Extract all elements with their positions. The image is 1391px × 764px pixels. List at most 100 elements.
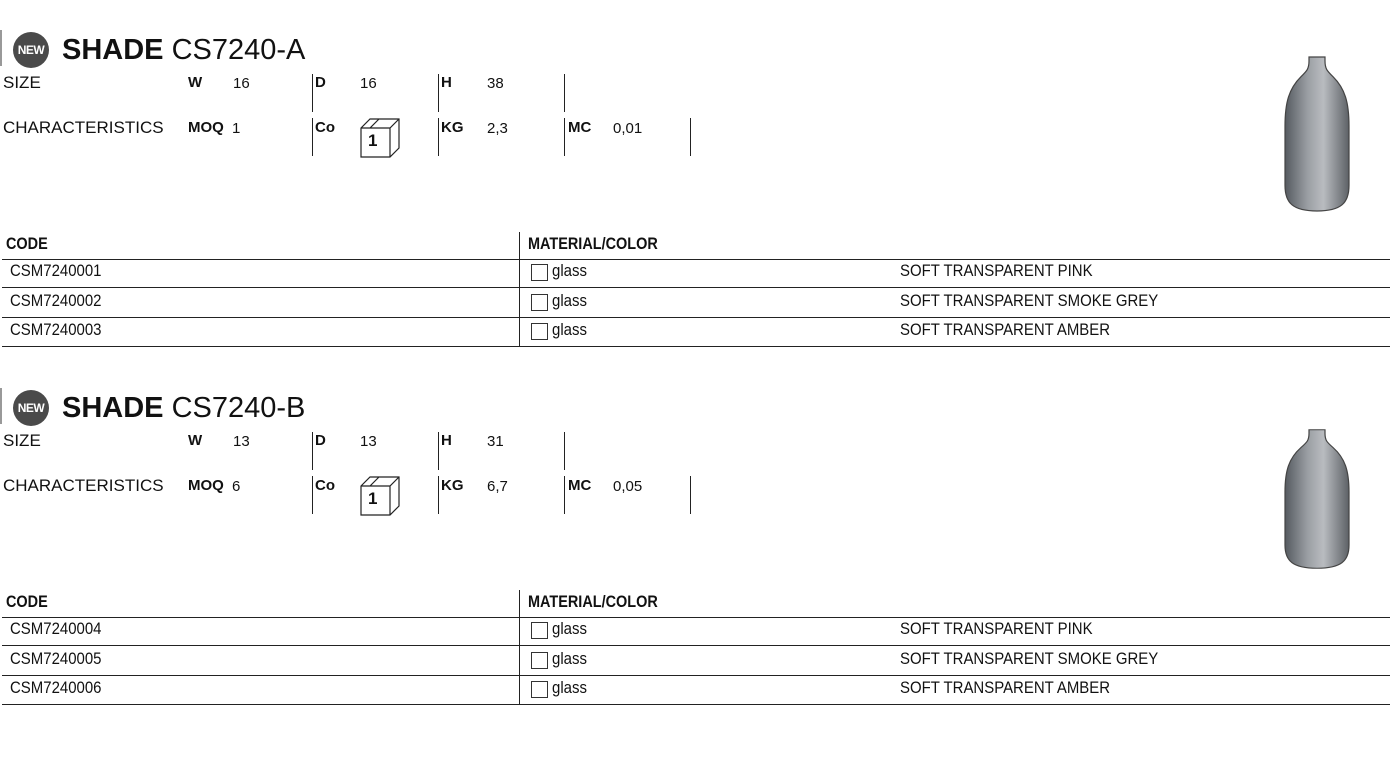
divider <box>690 476 691 514</box>
mc-value: 0,05 <box>613 478 643 495</box>
color-swatch-checkbox <box>531 651 552 672</box>
color-swatch-checkbox <box>531 264 552 284</box>
header-divider <box>2 259 1390 260</box>
colli-value: 1 <box>368 131 378 150</box>
height-value: 31 <box>487 433 504 450</box>
divider <box>438 74 439 112</box>
color-swatch-checkbox <box>531 622 552 642</box>
product-code: CSM7240004 <box>10 619 102 638</box>
moq-value: 6 <box>232 478 241 495</box>
divider <box>564 476 565 514</box>
width-label: W <box>188 74 203 91</box>
product-code: CSM7240005 <box>10 648 102 668</box>
color-swatch-checkbox <box>531 293 552 314</box>
kg-value: 6,7 <box>487 478 508 495</box>
width-value: 13 <box>233 433 250 450</box>
divider <box>438 476 439 514</box>
product-name: SHADE <box>62 392 164 424</box>
carton-box-icon: 1 <box>360 118 400 163</box>
characteristics-label: CHARACTERISTICS <box>3 476 164 495</box>
product-model: CS7240-B <box>171 392 306 424</box>
depth-label: D <box>315 74 326 91</box>
depth-value: 13 <box>360 433 377 450</box>
colli-label: Co <box>315 477 335 494</box>
column-divider <box>519 590 520 704</box>
product-name: SHADE <box>62 34 164 66</box>
color: SOFT TRANSPARENT AMBER <box>900 320 1111 339</box>
size-label: SIZE <box>3 73 41 92</box>
colli-value: 1 <box>368 489 378 508</box>
row-divider <box>2 287 1390 288</box>
product-model: CS7240-A <box>171 34 306 66</box>
color: SOFT TRANSPARENT PINK <box>900 619 1093 638</box>
row-divider <box>2 346 1390 347</box>
code-header: CODE <box>6 592 48 611</box>
product-code: CSM7240006 <box>10 678 102 697</box>
moq-label: MOQ <box>188 477 224 494</box>
table-row: CSM7240002 glass SOFT TRANSPARENT SMOKE … <box>0 290 1391 318</box>
colli-label: Co <box>315 119 335 136</box>
height-label: H <box>441 432 452 449</box>
material: glass <box>552 648 587 668</box>
kg-label: KG <box>441 119 464 136</box>
color: SOFT TRANSPARENT SMOKE GREY <box>900 648 1159 668</box>
divider <box>564 118 565 156</box>
table-row: CSM7240003 glass SOFT TRANSPARENT AMBER <box>0 319 1391 347</box>
kg-label: KG <box>441 477 464 494</box>
divider <box>312 74 313 112</box>
product-image <box>1282 55 1352 218</box>
divider <box>312 476 313 514</box>
product-title: SHADE CS7240-A <box>62 30 305 70</box>
kg-value: 2,3 <box>487 120 508 137</box>
mc-value: 0,01 <box>613 120 643 137</box>
section-marker <box>0 388 2 424</box>
height-label: H <box>441 74 452 91</box>
depth-value: 16 <box>360 75 377 92</box>
new-badge: NEW <box>13 32 49 68</box>
product-section: NEW SHADE CS7240-B SIZE W 13 D 13 H 31 C… <box>0 378 1391 728</box>
product-code: CSM7240001 <box>10 261 102 280</box>
divider <box>312 118 313 156</box>
divider <box>438 118 439 156</box>
color: SOFT TRANSPARENT SMOKE GREY <box>900 290 1159 310</box>
section-marker <box>0 30 2 66</box>
width-label: W <box>188 432 203 449</box>
color: SOFT TRANSPARENT PINK <box>900 261 1093 280</box>
header-divider <box>2 617 1390 618</box>
table-row: CSM7240006 glass SOFT TRANSPARENT AMBER <box>0 677 1391 705</box>
code-header: CODE <box>6 234 48 253</box>
product-title: SHADE CS7240-B <box>62 388 305 428</box>
product-image <box>1282 428 1352 575</box>
color-swatch-checkbox <box>531 681 552 701</box>
material: glass <box>552 290 587 310</box>
divider <box>564 74 565 112</box>
material: glass <box>552 619 587 638</box>
divider <box>690 118 691 156</box>
divider <box>438 432 439 470</box>
table-row: CSM7240005 glass SOFT TRANSPARENT SMOKE … <box>0 648 1391 676</box>
divider <box>312 432 313 470</box>
column-divider <box>519 232 520 346</box>
color: SOFT TRANSPARENT AMBER <box>900 678 1111 697</box>
mc-label: MC <box>568 477 592 494</box>
width-value: 16 <box>233 75 250 92</box>
moq-label: MOQ <box>188 119 224 136</box>
depth-label: D <box>315 432 326 449</box>
carton-box-icon: 1 <box>360 476 400 521</box>
color-swatch-checkbox <box>531 323 552 343</box>
product-code: CSM7240002 <box>10 290 102 310</box>
characteristics-label: CHARACTERISTICS <box>3 118 164 137</box>
material: glass <box>552 320 587 339</box>
material: glass <box>552 678 587 697</box>
material-color-header: MATERIAL/COLOR <box>528 592 658 611</box>
material: glass <box>552 261 587 280</box>
table-row: CSM7240001 glass SOFT TRANSPARENT PINK <box>0 260 1391 288</box>
row-divider <box>2 316 1390 318</box>
height-value: 38 <box>487 75 504 92</box>
mc-label: MC <box>568 119 592 136</box>
table-row: CSM7240004 glass SOFT TRANSPARENT PINK <box>0 618 1391 646</box>
new-badge: NEW <box>13 390 49 426</box>
product-code: CSM7240003 <box>10 320 102 339</box>
row-divider <box>2 704 1390 705</box>
row-divider <box>2 645 1390 646</box>
